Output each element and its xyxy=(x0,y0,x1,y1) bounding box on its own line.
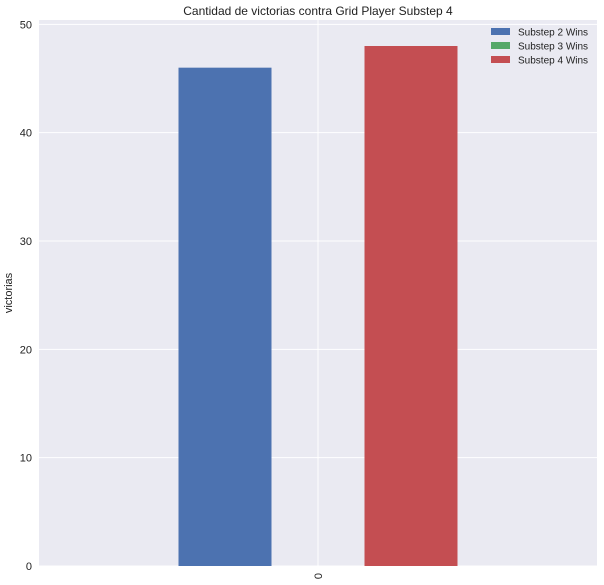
grid-lines xyxy=(39,20,597,567)
y-axis-ticks: 0 10 20 30 40 50 xyxy=(20,19,32,573)
y-tick-label: 0 xyxy=(26,561,32,573)
x-tick-label: 0 xyxy=(313,573,325,579)
y-tick-label: 20 xyxy=(20,344,32,356)
legend-swatch xyxy=(491,28,510,35)
y-tick-label: 30 xyxy=(20,236,32,248)
legend-label: Substep 4 Wins xyxy=(518,56,588,67)
bar xyxy=(178,67,272,567)
legend-label: Substep 3 Wins xyxy=(518,42,588,53)
y-axis-label: victorias xyxy=(3,272,15,313)
y-tick-label: 10 xyxy=(20,453,32,465)
y-tick-label: 50 xyxy=(20,19,32,31)
bars xyxy=(178,46,458,567)
legend-label: Substep 2 Wins xyxy=(518,28,588,39)
bar xyxy=(364,46,458,566)
chart-title: Cantidad de victorias contra Grid Player… xyxy=(183,4,453,18)
legend: Substep 2 Wins Substep 3 Wins Substep 4 Wi… xyxy=(491,28,588,67)
legend-swatch xyxy=(491,42,510,49)
x-axis-ticks: 0 xyxy=(313,573,325,579)
y-tick-label: 40 xyxy=(20,128,32,140)
legend-swatch xyxy=(491,56,510,63)
